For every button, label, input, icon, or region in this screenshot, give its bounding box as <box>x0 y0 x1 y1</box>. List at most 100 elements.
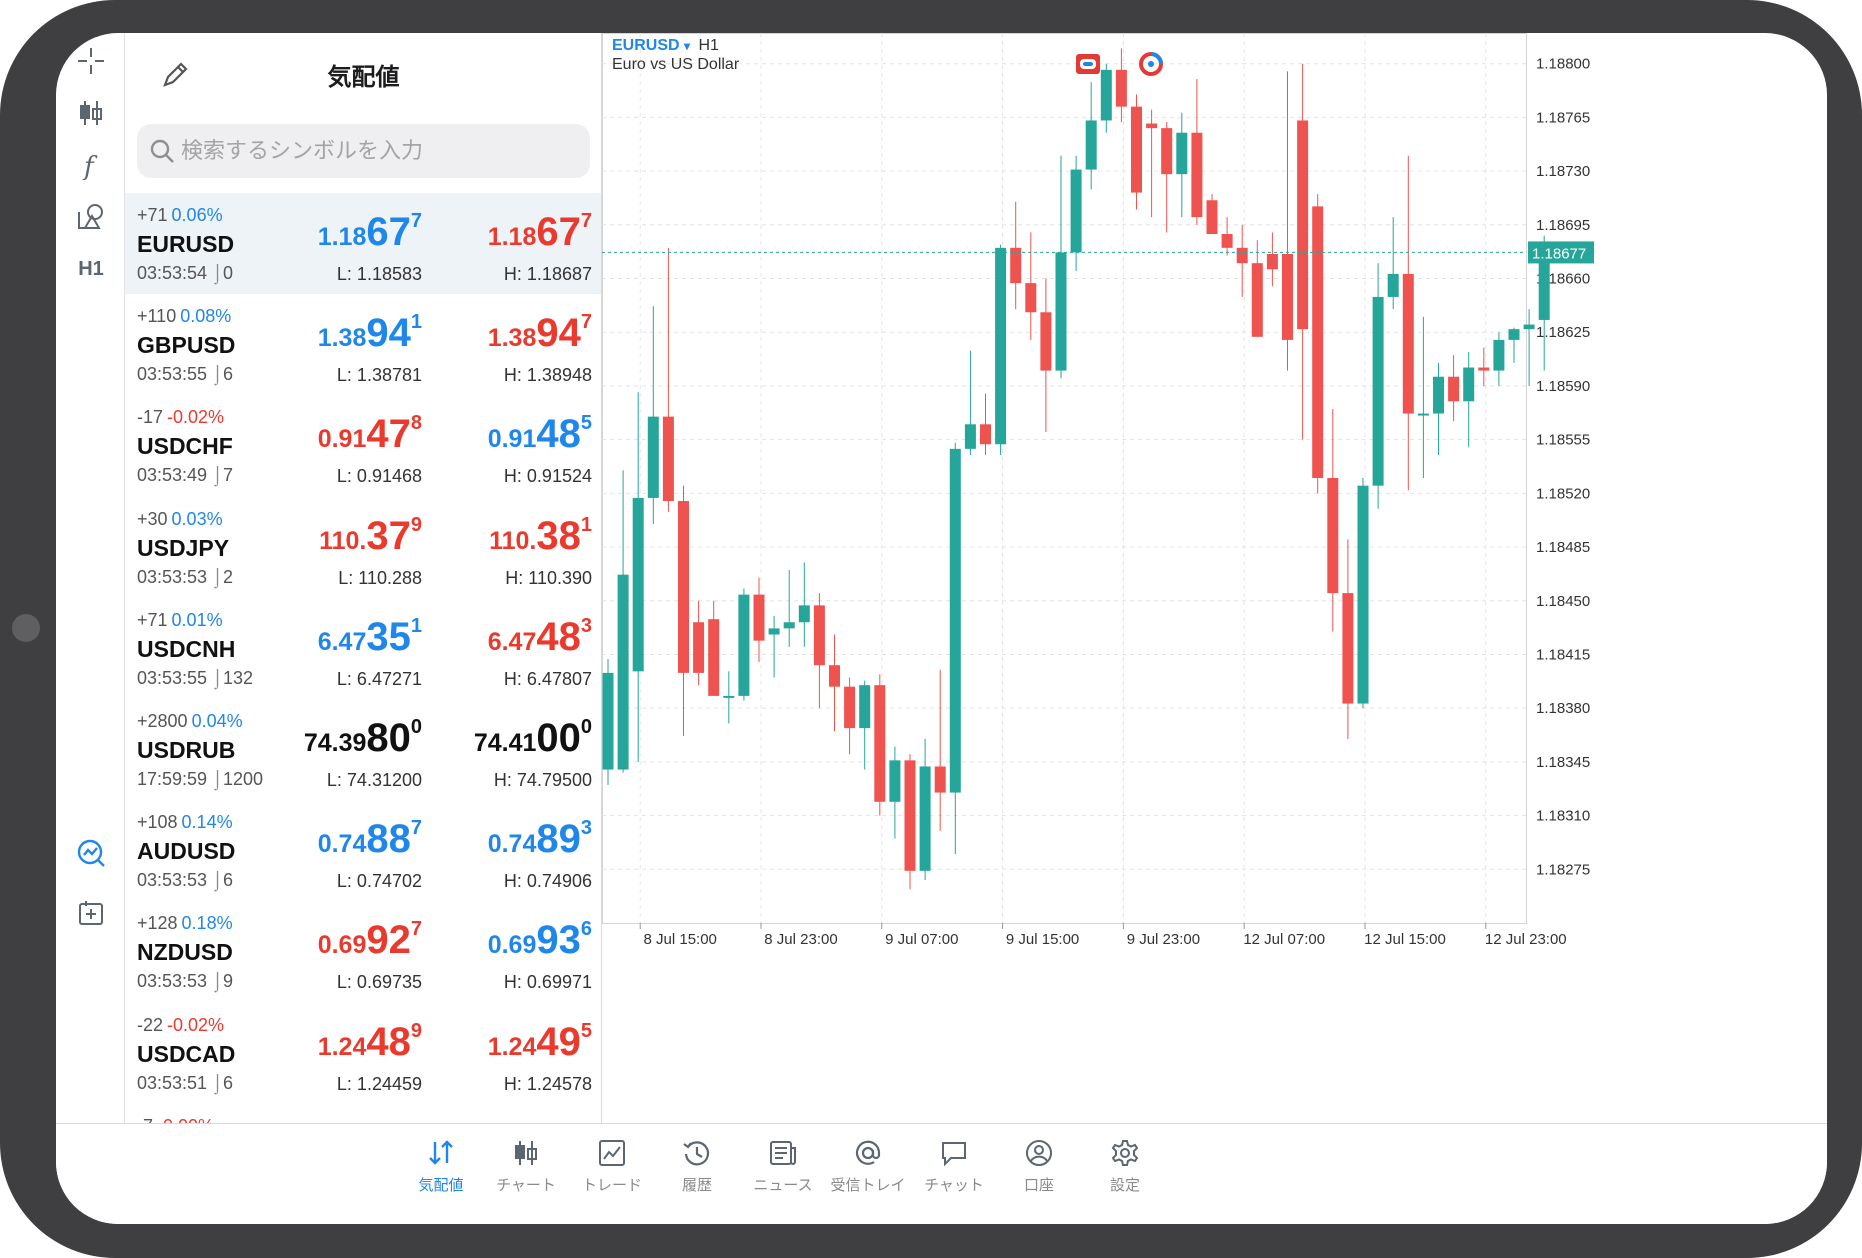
ask-price[interactable]: 0.74893 <box>488 818 592 859</box>
bid-price[interactable]: 6.47351 <box>318 616 422 657</box>
y-tick-label: 1.18310 <box>1536 808 1590 825</box>
one-click-trading-icon[interactable] <box>1139 52 1163 76</box>
chart-trading-icon[interactable] <box>64 831 118 875</box>
quote-row[interactable]: +71 0.06% EURUSD 03:53:54 ⌡0 1.18677 1.18677 L… <box>125 193 601 295</box>
objects-icon[interactable] <box>64 195 118 239</box>
indicator-f-icon[interactable]: f <box>64 143 118 187</box>
ask-price[interactable]: 1.24495 <box>488 1021 592 1062</box>
quote-row[interactable]: +2800 0.04% USDRUB 17:59:59 ⌡1200 74.39800 74… <box>125 699 601 800</box>
edit-pencil-icon[interactable] <box>159 59 191 91</box>
price-prefix: 0.69 <box>487 931 537 960</box>
tab-settings[interactable]: 設定 <box>1080 1138 1170 1208</box>
time-value: 03:53:51 <box>137 1072 208 1093</box>
change-percent: 0.14% <box>181 812 233 833</box>
bid-price[interactable]: 1.24489 <box>318 1021 422 1062</box>
tab-news[interactable]: ニュース <box>738 1138 828 1208</box>
ask-price[interactable]: 0.69936 <box>488 919 592 960</box>
chevron-down-icon: ▾ <box>684 39 691 53</box>
price-point: 7 <box>410 210 422 232</box>
price-point: 5 <box>580 1019 592 1042</box>
change-percent: 0.18% <box>181 913 233 934</box>
spread-icon: ⌡ <box>212 364 223 385</box>
market-watch-header: 気配値 <box>125 33 601 113</box>
tab-history[interactable]: 履歴 <box>652 1138 742 1208</box>
search-input[interactable] <box>181 138 561 164</box>
candlestick-icon[interactable] <box>64 91 118 135</box>
price-pips: 00 <box>536 715 581 760</box>
quote-row[interactable]: -7 -0.00% <box>125 1104 601 1123</box>
candle-body <box>1478 367 1490 371</box>
symbol-name: USDJPY <box>137 534 230 561</box>
y-tick-label: 1.18695 <box>1536 217 1590 234</box>
ask-price[interactable]: 6.47483 <box>488 616 592 657</box>
quote-row[interactable]: +30 0.03% USDJPY 03:53:53 ⌡2 110.379 110.381 L… <box>125 497 601 598</box>
quote-row[interactable]: +128 0.18% NZDUSD 03:53:53 ⌡9 0.69927 0.69936… <box>125 901 601 1002</box>
bid-price[interactable]: 110.379 <box>319 515 422 556</box>
day-low: L: 1.24459 <box>336 1073 422 1094</box>
price-pips: 37 <box>366 513 411 558</box>
price-pips: 89 <box>536 817 581 862</box>
ask-price[interactable]: 0.91485 <box>488 413 592 454</box>
quote-row[interactable]: -22 -0.02% USDCAD 03:53:51 ⌡6 1.24489 1.24495… <box>125 1003 601 1104</box>
tab-chart[interactable]: チャート <box>481 1138 571 1208</box>
price-point: 7 <box>580 210 592 232</box>
spread-icon: ⌡ <box>212 1072 223 1093</box>
ask-price[interactable]: 1.18677 <box>488 211 592 252</box>
day-high: H: 1.24578 <box>503 1073 592 1094</box>
bid-price[interactable]: 0.91478 <box>318 413 422 454</box>
price-point: 0 <box>410 715 422 738</box>
spread-icon: ⌡ <box>212 465 223 486</box>
price-prefix: 1.24 <box>487 1032 537 1061</box>
quote-row[interactable]: +110 0.08% GBPUSD 03:53:55 ⌡6 1.38941 1.38947… <box>125 294 601 395</box>
bid-price[interactable]: 0.69927 <box>318 919 422 960</box>
tab-trade[interactable]: トレード <box>567 1138 657 1208</box>
candle-body <box>829 665 840 687</box>
spread-value: 6 <box>222 870 233 891</box>
price-point: 5 <box>580 412 592 435</box>
price-point: 1 <box>580 513 592 536</box>
candlestick-chart[interactable]: 1.188001.187651.187301.186951.186601.186… <box>602 33 1827 1123</box>
home-button[interactable] <box>12 614 40 642</box>
tab-chat[interactable]: チャット <box>909 1138 999 1208</box>
bid-price[interactable]: 0.74887 <box>318 818 422 859</box>
bid-price[interactable]: 1.38941 <box>318 312 422 353</box>
symbol-name: USDCHF <box>137 433 233 460</box>
time-value: 03:53:54 <box>137 263 208 283</box>
quote-row[interactable]: +108 0.14% AUDUSD 03:53:53 ⌡6 0.74887 0.74893… <box>125 800 601 901</box>
price-prefix: 6.47 <box>317 627 367 656</box>
quote-time: 03:53:55 ⌡132 <box>137 668 253 689</box>
tab-label: チャート <box>496 1177 556 1194</box>
ask-price[interactable]: 1.38947 <box>488 312 592 353</box>
news-icon <box>770 1141 796 1165</box>
current-price-label: 1.18677 <box>1532 245 1586 262</box>
quote-row[interactable]: -17 -0.02% USDCHF 03:53:49 ⌡7 0.91478 0.91485… <box>125 395 601 496</box>
candle-body <box>662 416 674 502</box>
candle-body <box>919 766 931 871</box>
candle-body <box>889 760 901 802</box>
quote-row[interactable]: +71 0.01% USDCNH 03:53:55 ⌡132 6.47351 6.4748… <box>125 598 601 699</box>
time-value: 03:53:49 <box>137 465 208 486</box>
candle-body <box>693 622 705 673</box>
tab-quotes[interactable]: 気配値 <box>396 1138 486 1208</box>
ask-price[interactable]: 74.41000 <box>474 717 592 758</box>
spread-icon: ⌡ <box>212 667 223 688</box>
y-tick-label: 1.18450 <box>1536 593 1590 610</box>
chart-symbol[interactable]: EURUSD ▾ H1 <box>612 37 719 55</box>
crosshair-icon[interactable] <box>64 39 118 83</box>
tab-inbox[interactable]: 受信トレイ <box>823 1138 913 1208</box>
trade-icon <box>599 1140 625 1166</box>
symbol-search[interactable] <box>137 124 590 178</box>
ask-price[interactable]: 110.381 <box>489 515 592 556</box>
signal-badge-icon[interactable] <box>1076 54 1100 74</box>
bid-price[interactable]: 1.18677 <box>318 211 422 252</box>
tab-account[interactable]: 口座 <box>994 1138 1084 1208</box>
chart-area[interactable]: 1.18800 1.18765 1.18730 1.18695 1.18660 1.186… <box>602 33 1827 1123</box>
svg-text:f: f <box>82 152 98 180</box>
timeframe-button[interactable]: H1 <box>78 257 104 280</box>
candle-body <box>859 685 871 729</box>
bid-price[interactable]: 74.39800 <box>304 717 422 758</box>
page-title: 気配値 <box>327 64 400 91</box>
add-chart-icon[interactable] <box>64 891 118 935</box>
chart-icon <box>515 1141 537 1165</box>
candle-body <box>783 622 795 629</box>
